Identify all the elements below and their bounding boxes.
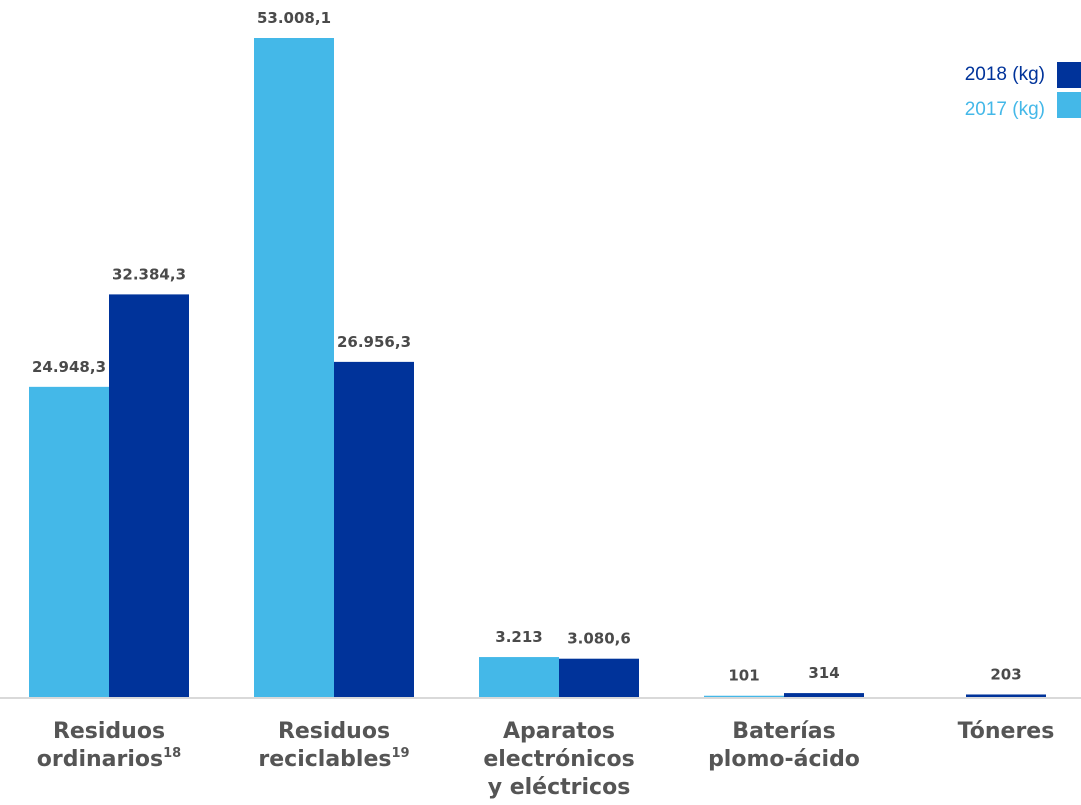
value-label-2018-3: 314 [808, 664, 839, 682]
category-label-1: Residuos reciclables19 [258, 719, 409, 772]
bars-layer [29, 38, 1046, 697]
value-label-2017-1: 53.008,1 [257, 9, 331, 27]
category-label-0: Residuos ordinarios18 [37, 719, 181, 772]
category-label-4: Tóneres [958, 719, 1055, 744]
bar-2018-0 [109, 294, 189, 697]
bar-2018-2 [559, 658, 639, 697]
value-label-2018-4: 203 [990, 665, 1021, 683]
bar-2018-4 [966, 694, 1046, 697]
bar-2018-1 [334, 361, 414, 697]
legend-label-2017: 2017 (kg) [965, 99, 1045, 120]
bar-2017-3 [704, 695, 784, 697]
value-label-2018-1: 26.956,3 [337, 333, 411, 351]
category-label-3: Baterías plomo-ácido [708, 719, 860, 772]
value-labels-layer: 24.948,3 32.384,3 53.008,1 26.956,3 3.213 3.0… [32, 9, 1022, 685]
category-label-2: Aparatos electrónicos y eléctricos [483, 719, 634, 800]
bar-2017-1 [254, 38, 334, 697]
value-label-2017-3: 101 [728, 667, 759, 685]
bar-2017-0 [29, 386, 109, 697]
legend-swatch-2017 [1057, 92, 1081, 118]
bar-2017-2 [479, 657, 559, 697]
legend-label-2018: 2018 (kg) [965, 64, 1045, 85]
category-labels-layer: Residuos ordinarios18 Residuos reciclables1… [37, 719, 1055, 800]
bar-2018-3 [784, 693, 864, 697]
value-label-2018-2: 3.080,6 [567, 630, 631, 648]
value-label-2017-2: 3.213 [495, 628, 542, 646]
value-label-2017-0: 24.948,3 [32, 358, 106, 376]
legend: 2018 (kg) 2017 (kg) [965, 62, 1081, 120]
legend-swatch-2018 [1057, 62, 1081, 88]
value-label-2018-0: 32.384,3 [112, 265, 186, 283]
